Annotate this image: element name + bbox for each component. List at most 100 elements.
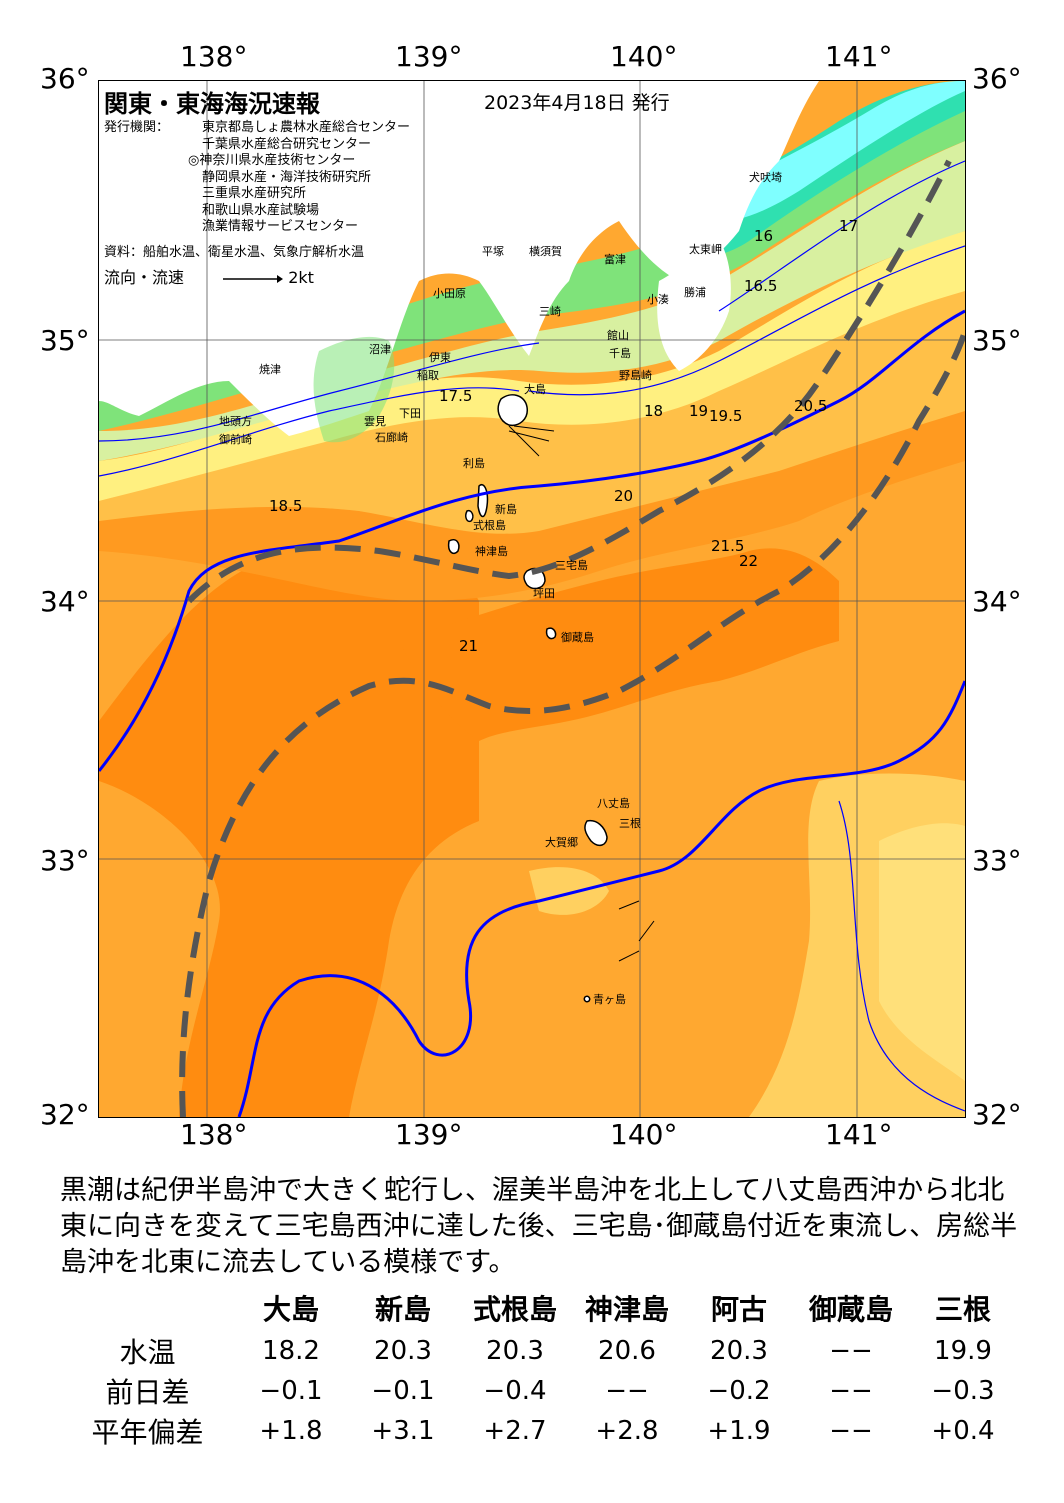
isotherm-thin	[99, 160, 965, 1112]
place-name: 勝浦	[684, 285, 706, 299]
lat-label-33-right: 33°	[972, 844, 1022, 877]
lat-label-35-right: 35°	[972, 324, 1022, 357]
table-cell: −0.4	[483, 1376, 547, 1406]
isotherm-label: 21.5	[711, 537, 744, 555]
place-name: 坪田	[533, 587, 555, 600]
lat-label-34-left: 34°	[40, 585, 90, 618]
table-row: 平年偏差 +1.8 +3.1 +2.7 +2.8 +1.9 −− +0.4	[60, 1411, 1019, 1451]
table-header: 式根島	[472, 1293, 557, 1326]
table-cell: +2.8	[595, 1416, 659, 1446]
place-name: 沼津	[369, 342, 391, 356]
cool-patch	[529, 867, 609, 915]
lon-label-139-bottom: 139°	[395, 1118, 463, 1151]
warm-band-205	[99, 401, 965, 601]
current-vectors	[508, 425, 655, 962]
place-name: 稲取	[417, 369, 439, 382]
isotherm-label: 16	[754, 227, 773, 245]
issuer-item: 千葉県水産総合研究センター	[202, 136, 372, 152]
island-aogashima	[583, 995, 591, 1003]
flow-label: 流向・流速	[104, 268, 185, 287]
table-header: 神津島	[584, 1293, 669, 1326]
place-name: 新島	[495, 502, 517, 516]
place-name: 神津島	[475, 544, 508, 558]
table-cell: 20.3	[374, 1336, 432, 1366]
place-name: 館山	[607, 328, 629, 342]
table-cell: −−	[605, 1376, 649, 1406]
cool-southeast-2	[879, 823, 965, 1081]
table-header: 大島	[262, 1293, 319, 1326]
issuer-item: 静岡県水産・海洋技術研究所	[202, 169, 372, 185]
place-name: 小湊	[647, 292, 669, 306]
table-row: 前日差 −0.1 −0.1 −0.4 −− −0.2 −− −0.3	[60, 1371, 1019, 1411]
lon-label-138-top: 138°	[180, 40, 248, 73]
table-cell: +3.1	[371, 1416, 435, 1446]
lon-label-138-bottom: 138°	[180, 1118, 248, 1151]
island-niijima	[477, 484, 489, 518]
place-name: 千島	[609, 346, 631, 360]
flow-legend: 流向・流速 2kt	[104, 264, 314, 288]
band-18	[99, 141, 965, 461]
flow-arrow-icon	[223, 269, 284, 288]
isotherm-label: 19.5	[709, 407, 742, 425]
page-title: 関東・東海海況速報	[104, 90, 320, 118]
place-name: 小田原	[433, 287, 466, 300]
table-cell: −−	[829, 1416, 873, 1446]
issuer-label: 発行機関：	[104, 120, 170, 135]
issue-date: 2023年4月18日 発行	[484, 92, 670, 114]
graticule	[99, 81, 965, 1117]
table-header-row: 大島 新島 式根島 神津島 阿古 御蔵島 三根	[60, 1285, 1019, 1331]
table-cell: −0.1	[371, 1376, 435, 1406]
issuer-item: 漁業情報サービスセンター	[202, 219, 359, 234]
place-name: 大島	[524, 382, 546, 396]
isotherm-label: 22	[739, 552, 758, 570]
description: 黒潮は紀伊半島沖で大きく蛇行し、渥美半島沖を北上して八丈島西沖から北北東に向きを…	[60, 1175, 1018, 1278]
place-name-group: 大島 新島 式根島 神津島 三宅島 御蔵島 八丈島 三根 大賀郷 青ヶ島 坪田 …	[219, 170, 782, 1006]
isotherm-label: 19	[689, 402, 708, 420]
band-19	[99, 231, 965, 501]
place-name: 下田	[399, 407, 421, 420]
row-label: 前日差	[105, 1376, 190, 1409]
place-name: 八丈島	[597, 796, 630, 810]
place-name: 三根	[619, 816, 641, 830]
table-corner	[60, 1285, 235, 1331]
lat-label-32-right: 32°	[972, 1098, 1022, 1131]
table-cell: −−	[829, 1376, 873, 1406]
isotherm-label-group: 16 16.5 17 17.5 18 18.5 19 19.5 20 20.5 …	[269, 217, 858, 655]
issuer-item: ◎神奈川県水産技術センター	[188, 153, 356, 168]
table-cell: −0.1	[259, 1376, 323, 1406]
table-header: 新島	[374, 1293, 431, 1326]
lat-label-32-left: 32°	[40, 1098, 90, 1131]
island-mikura	[545, 627, 557, 640]
issuer-item: 和歌山県水産試験場	[202, 202, 320, 218]
table-cell: −0.3	[931, 1376, 995, 1406]
lat-label-33-left: 33°	[40, 844, 90, 877]
table-cell: +1.9	[707, 1416, 771, 1446]
island-oshima	[497, 394, 528, 427]
lat-label-36-right: 36°	[972, 62, 1022, 95]
isotherm-label: 18.5	[269, 497, 302, 515]
table-cell: 20.6	[598, 1336, 656, 1366]
isotherm-label: 17	[839, 217, 858, 235]
place-name: 富津	[604, 252, 626, 266]
place-name: 御前崎	[219, 432, 252, 446]
table-cell: +1.8	[259, 1416, 323, 1446]
isotherm-label: 18	[644, 402, 663, 420]
warm-core-21	[99, 548, 479, 1117]
isotherm-label: 16.5	[744, 277, 777, 295]
place-name: 石廊崎	[375, 430, 408, 444]
place-name: 野島崎	[619, 368, 652, 382]
kuroshio-axis	[179, 159, 965, 1117]
land-honshu	[99, 81, 819, 436]
table-row: 水温 18.2 20.3 20.3 20.6 20.3 −− 19.9	[60, 1331, 1019, 1371]
place-name: 地頭方	[219, 414, 252, 428]
table-cell: −−	[829, 1336, 873, 1366]
place-name: 式根島	[473, 518, 506, 532]
island-kozu	[447, 539, 460, 554]
place-name: 犬吠埼	[749, 170, 782, 184]
lon-label-141-bottom: 141°	[825, 1118, 893, 1151]
band-195	[99, 281, 965, 534]
place-name: 平塚	[482, 245, 504, 258]
island-hachijo	[584, 819, 608, 847]
flow-scale: 2kt	[288, 268, 314, 287]
place-name: 青ヶ島	[593, 992, 626, 1006]
